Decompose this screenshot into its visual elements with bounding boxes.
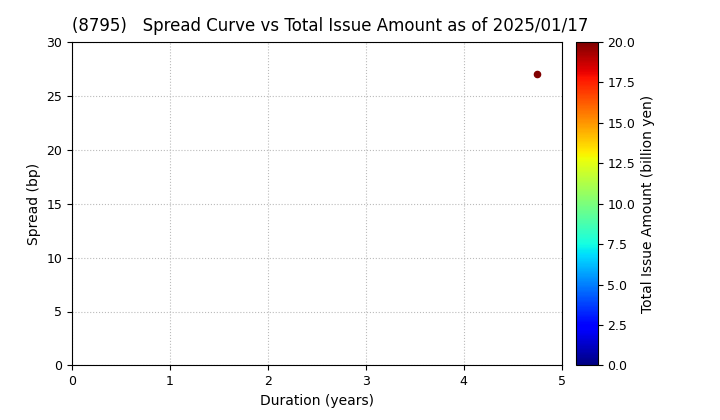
Point <box>531 71 543 78</box>
Y-axis label: Total Issue Amount (billion yen): Total Issue Amount (billion yen) <box>641 94 654 313</box>
Text: (8795)   Spread Curve vs Total Issue Amount as of 2025/01/17: (8795) Spread Curve vs Total Issue Amoun… <box>72 17 588 35</box>
X-axis label: Duration (years): Duration (years) <box>260 394 374 408</box>
Y-axis label: Spread (bp): Spread (bp) <box>27 163 41 245</box>
